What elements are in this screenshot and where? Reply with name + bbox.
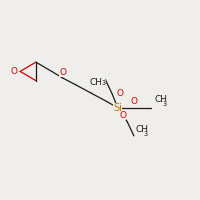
Text: CH: CH	[89, 78, 102, 87]
Text: Si: Si	[113, 103, 122, 113]
Text: 3: 3	[163, 101, 167, 107]
Text: CH: CH	[155, 95, 168, 104]
Text: O: O	[59, 68, 66, 77]
Text: 3: 3	[144, 131, 148, 137]
Text: O: O	[117, 89, 124, 98]
Text: O: O	[130, 97, 137, 106]
Text: CH: CH	[136, 125, 149, 134]
Text: O: O	[10, 67, 17, 76]
Text: O: O	[119, 111, 126, 120]
Text: 3: 3	[101, 80, 106, 86]
